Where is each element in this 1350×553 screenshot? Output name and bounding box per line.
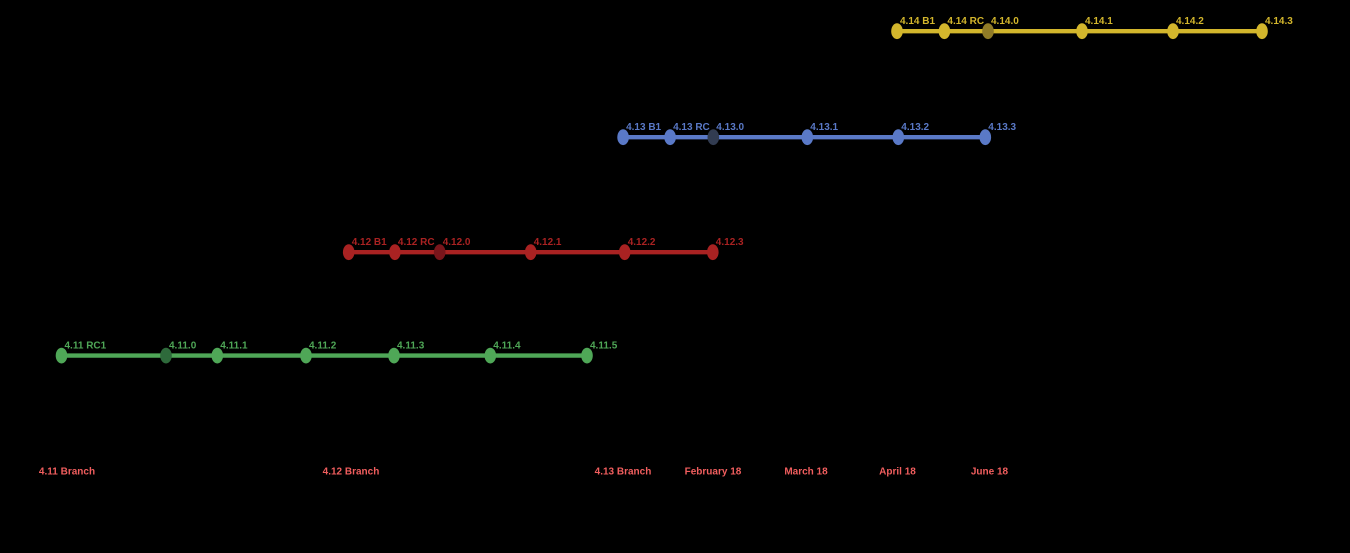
svg-text:4.11.2: 4.11.2 (309, 341, 337, 352)
svg-text:4.14 B1: 4.14 B1 (900, 16, 935, 27)
svg-text:4.11 RC1: 4.11 RC1 (65, 341, 107, 352)
svg-text:4.12 RC: 4.12 RC (398, 237, 435, 248)
svg-text:4.12.1: 4.12.1 (534, 237, 562, 248)
svg-text:4.11.1: 4.11.1 (220, 341, 248, 352)
svg-text:4.12 Branch: 4.12 Branch (323, 467, 380, 478)
svg-text:4.11 Branch: 4.11 Branch (39, 467, 95, 478)
svg-text:4.13 B1: 4.13 B1 (626, 122, 661, 133)
svg-text:4.13 Branch: 4.13 Branch (595, 467, 652, 478)
svg-text:4.11.4: 4.11.4 (493, 341, 521, 352)
svg-text:4.11.0: 4.11.0 (169, 341, 197, 352)
svg-text:4.14.0: 4.14.0 (991, 16, 1019, 27)
svg-text:4.12.2: 4.12.2 (628, 237, 656, 248)
svg-text:4.13.3: 4.13.3 (988, 122, 1016, 133)
svg-text:April 18: April 18 (879, 467, 916, 478)
svg-text:4.12.3: 4.12.3 (716, 237, 744, 248)
svg-text:4.13 RC: 4.13 RC (673, 122, 710, 133)
svg-text:4.12 B1: 4.12 B1 (352, 237, 387, 248)
svg-text:February 18: February 18 (685, 467, 742, 478)
svg-text:4.13.2: 4.13.2 (901, 122, 929, 133)
svg-text:4.13.1: 4.13.1 (810, 122, 838, 133)
svg-text:4.11.3: 4.11.3 (397, 341, 425, 352)
svg-text:4.12.0: 4.12.0 (443, 237, 471, 248)
svg-text:4.14 RC: 4.14 RC (947, 16, 984, 27)
svg-text:4.14.3: 4.14.3 (1265, 16, 1293, 27)
svg-text:4.14.1: 4.14.1 (1085, 16, 1113, 27)
svg-text:June 18: June 18 (971, 467, 1009, 478)
svg-text:4.13.0: 4.13.0 (716, 122, 744, 133)
svg-text:4.14.2: 4.14.2 (1176, 16, 1204, 27)
svg-text:March 18: March 18 (784, 467, 828, 478)
svg-text:4.11.5: 4.11.5 (590, 341, 618, 352)
